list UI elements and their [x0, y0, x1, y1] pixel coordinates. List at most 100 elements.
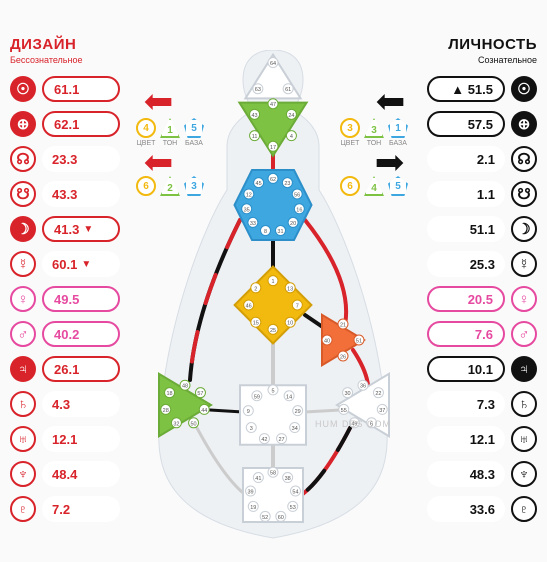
gate-pill: 40.2	[42, 321, 120, 347]
svg-text:47: 47	[270, 102, 276, 108]
svg-text:12: 12	[246, 192, 252, 198]
svg-text:24: 24	[288, 113, 294, 119]
svg-text:27: 27	[279, 437, 285, 443]
gate-pill: 7.2	[42, 496, 120, 522]
gate-pill: 7.6	[427, 321, 505, 347]
gate-row: ☋1.1	[427, 178, 537, 210]
gate-pill: 60.1▼	[42, 251, 120, 277]
gate-row: ♄4.3	[10, 388, 120, 420]
bodygraph: 6461634724417114362235616203183335124511…	[135, 50, 412, 540]
gate-pill: 26.1	[42, 356, 120, 382]
gate-pill: 7.3	[427, 391, 505, 417]
planet-glyph: ♃	[10, 356, 36, 382]
gate-row: ☊2.1	[427, 143, 537, 175]
svg-text:34: 34	[292, 426, 298, 432]
planet-glyph: ♅	[511, 426, 537, 452]
planet-glyph: ♆	[511, 461, 537, 487]
planet-glyph: ♄	[10, 391, 36, 417]
svg-text:41: 41	[255, 476, 261, 482]
svg-text:53: 53	[290, 505, 296, 511]
planet-glyph: ♇	[511, 496, 537, 522]
svg-text:8: 8	[264, 229, 267, 235]
gate-row: ☽41.3▼	[10, 213, 120, 245]
gate-row: ♂40.2	[10, 318, 120, 350]
gate-pill: 23.3	[42, 146, 120, 172]
gate-row: ⊕57.5	[427, 108, 537, 140]
gate-row: ♀20.5	[427, 283, 537, 315]
gate-pill: 10.1	[427, 356, 505, 382]
gate-row: ☉▲ 51.5	[427, 73, 537, 105]
svg-text:7: 7	[296, 304, 299, 310]
planet-glyph: ☊	[10, 146, 36, 172]
personality-column: ЛИЧНОСТЬ Сознательное ☉▲ 51.5⊕57.5☊2.1☋1…	[427, 36, 537, 528]
svg-text:33: 33	[250, 221, 256, 227]
gate-row: ♂7.6	[427, 318, 537, 350]
gate-pill: 12.1	[427, 426, 505, 452]
svg-text:4: 4	[290, 134, 293, 140]
gate-row: ☉61.1	[10, 73, 120, 105]
gate-row: ☿25.3	[427, 248, 537, 280]
design-rows: ☉61.1⊕62.1☊23.3☋43.3☽41.3▼☿60.1▼♀49.5♂40…	[10, 73, 120, 525]
design-column: ДИЗАЙН Бессознательное ☉61.1⊕62.1☊23.3☋4…	[10, 36, 120, 528]
planet-glyph: ☿	[10, 251, 36, 277]
svg-text:19: 19	[250, 505, 256, 511]
svg-text:36: 36	[360, 384, 366, 390]
svg-text:42: 42	[261, 437, 267, 443]
svg-text:14: 14	[286, 394, 292, 400]
svg-text:15: 15	[253, 321, 259, 327]
gate-row: ♃26.1	[10, 353, 120, 385]
svg-text:37: 37	[379, 408, 385, 414]
planet-glyph: ♅	[10, 426, 36, 452]
svg-text:39: 39	[247, 490, 253, 496]
gate-row: ☿60.1▼	[10, 248, 120, 280]
gate-pill: ▲ 51.5	[427, 76, 505, 102]
gate-row: ♄7.3	[427, 388, 537, 420]
svg-text:45: 45	[256, 181, 262, 187]
planet-glyph: ♄	[511, 391, 537, 417]
gate-pill: 49.5	[42, 286, 120, 312]
design-heading: ДИЗАЙН	[10, 36, 120, 53]
gate-pill: 61.1	[42, 76, 120, 102]
svg-text:50: 50	[191, 421, 197, 427]
gate-row: ☊23.3	[10, 143, 120, 175]
svg-text:29: 29	[295, 409, 301, 415]
gate-row: ♀49.5	[10, 283, 120, 315]
svg-text:25: 25	[270, 328, 276, 334]
svg-text:9: 9	[247, 409, 250, 415]
personality-rows: ☉▲ 51.5⊕57.5☊2.1☋1.1☽51.1☿25.3♀20.5♂7.6♃…	[427, 73, 537, 525]
planet-glyph: ⊕	[10, 111, 36, 137]
svg-text:57: 57	[197, 391, 203, 397]
planet-glyph: ♀	[511, 286, 537, 312]
gate-pill: 62.1	[42, 111, 120, 137]
svg-text:18: 18	[166, 391, 172, 397]
planet-glyph: ☊	[511, 146, 537, 172]
svg-text:54: 54	[292, 490, 298, 496]
planet-glyph: ☽	[10, 216, 36, 242]
svg-text:16: 16	[296, 207, 302, 213]
planet-glyph: ☋	[511, 181, 537, 207]
planet-glyph: ♂	[10, 321, 36, 347]
design-sub: Бессознательное	[10, 55, 120, 65]
svg-text:2: 2	[254, 286, 257, 292]
gate-row: ♆48.3	[427, 458, 537, 490]
planet-glyph: ☉	[511, 76, 537, 102]
svg-text:62: 62	[270, 177, 276, 183]
svg-text:43: 43	[252, 113, 258, 119]
gate-pill: 41.3▼	[42, 216, 120, 242]
gate-row: ♇7.2	[10, 493, 120, 525]
svg-text:31: 31	[277, 229, 283, 235]
gate-row: ♅12.1	[10, 423, 120, 455]
svg-text:10: 10	[287, 321, 293, 327]
svg-text:40: 40	[324, 339, 330, 345]
svg-text:23: 23	[284, 181, 290, 187]
gate-row: ☋43.3	[10, 178, 120, 210]
gate-pill: 12.1	[42, 426, 120, 452]
svg-text:46: 46	[246, 304, 252, 310]
gate-pill: 25.3	[427, 251, 505, 277]
planet-glyph: ⊕	[511, 111, 537, 137]
svg-text:38: 38	[285, 476, 291, 482]
svg-text:5: 5	[271, 388, 274, 394]
gate-row: ♆48.4	[10, 458, 120, 490]
gate-row: ♇33.6	[427, 493, 537, 525]
gate-row: ♅12.1	[427, 423, 537, 455]
